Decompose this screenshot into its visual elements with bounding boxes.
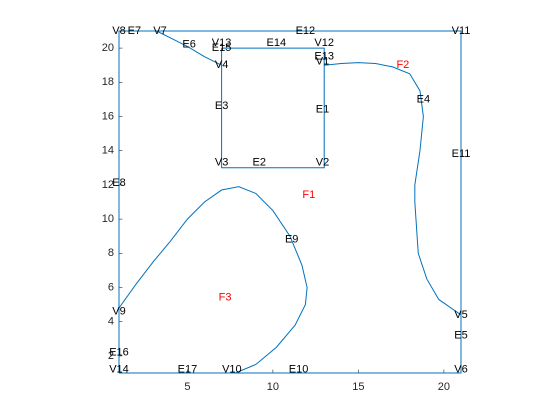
geometry-label: F1 xyxy=(302,189,315,201)
y-tick-label: 20 xyxy=(102,42,114,54)
geometry-label: V4 xyxy=(215,59,228,71)
geometry-label: E13 xyxy=(314,51,334,63)
geometry-label: E14 xyxy=(267,37,287,49)
edge xyxy=(156,30,222,66)
geometry-label: E15 xyxy=(212,42,232,54)
y-tick-label: 10 xyxy=(102,213,114,225)
geometry-label: E8 xyxy=(112,177,125,189)
geometry-label: E4 xyxy=(417,93,430,105)
geometry-label: F3 xyxy=(219,292,232,304)
geometry-label: V3 xyxy=(215,157,228,169)
geometry-label: E5 xyxy=(454,329,467,341)
geometry-label: E11 xyxy=(452,148,471,160)
x-tick-label: 10 xyxy=(267,381,279,393)
geometry-label: E3 xyxy=(215,100,228,112)
edge xyxy=(221,47,325,169)
y-tick-label: 2 xyxy=(108,350,114,362)
x-tick-label: 15 xyxy=(352,381,364,393)
geometry-label: E16 xyxy=(109,346,129,358)
y-tick-label: 12 xyxy=(102,179,114,191)
geometry-label: V8 xyxy=(112,25,125,37)
geometry-label: V6 xyxy=(454,363,467,375)
geometry-label: V11 xyxy=(452,25,471,37)
x-tick-label: 20 xyxy=(438,381,450,393)
geometry-label: V1 xyxy=(316,56,329,68)
y-tick-label: 18 xyxy=(102,76,114,88)
geometry-label: E7 xyxy=(128,25,141,37)
geometry-label: V2 xyxy=(316,157,329,169)
y-tick-label: 6 xyxy=(108,281,114,293)
geometry-label: E17 xyxy=(178,363,198,375)
geometry-label: V10 xyxy=(222,363,242,375)
geometry-label: E12 xyxy=(296,25,316,37)
geometry-label: F2 xyxy=(396,59,409,71)
y-tick-label: 14 xyxy=(102,145,114,157)
x-tick-label: 5 xyxy=(184,381,190,393)
geometry-label: V12 xyxy=(314,37,334,49)
geometry-label: V5 xyxy=(454,309,467,321)
geometry-label: E9 xyxy=(285,234,298,246)
geometry-label: E1 xyxy=(316,104,329,116)
geometry-label: V13 xyxy=(212,37,232,49)
geometry-label: E2 xyxy=(252,157,265,169)
geometry-label: V9 xyxy=(112,305,125,317)
geometry-label: E6 xyxy=(182,39,195,51)
y-tick-label: 4 xyxy=(108,316,114,328)
edge xyxy=(324,62,462,316)
y-tick-label: 16 xyxy=(102,110,114,122)
geometry-label: V7 xyxy=(153,25,166,37)
geometry-label: E10 xyxy=(289,363,309,375)
edge xyxy=(118,30,462,374)
y-tick-label: 8 xyxy=(108,247,114,259)
edge xyxy=(118,186,308,374)
geometry-label: V14 xyxy=(109,363,129,375)
